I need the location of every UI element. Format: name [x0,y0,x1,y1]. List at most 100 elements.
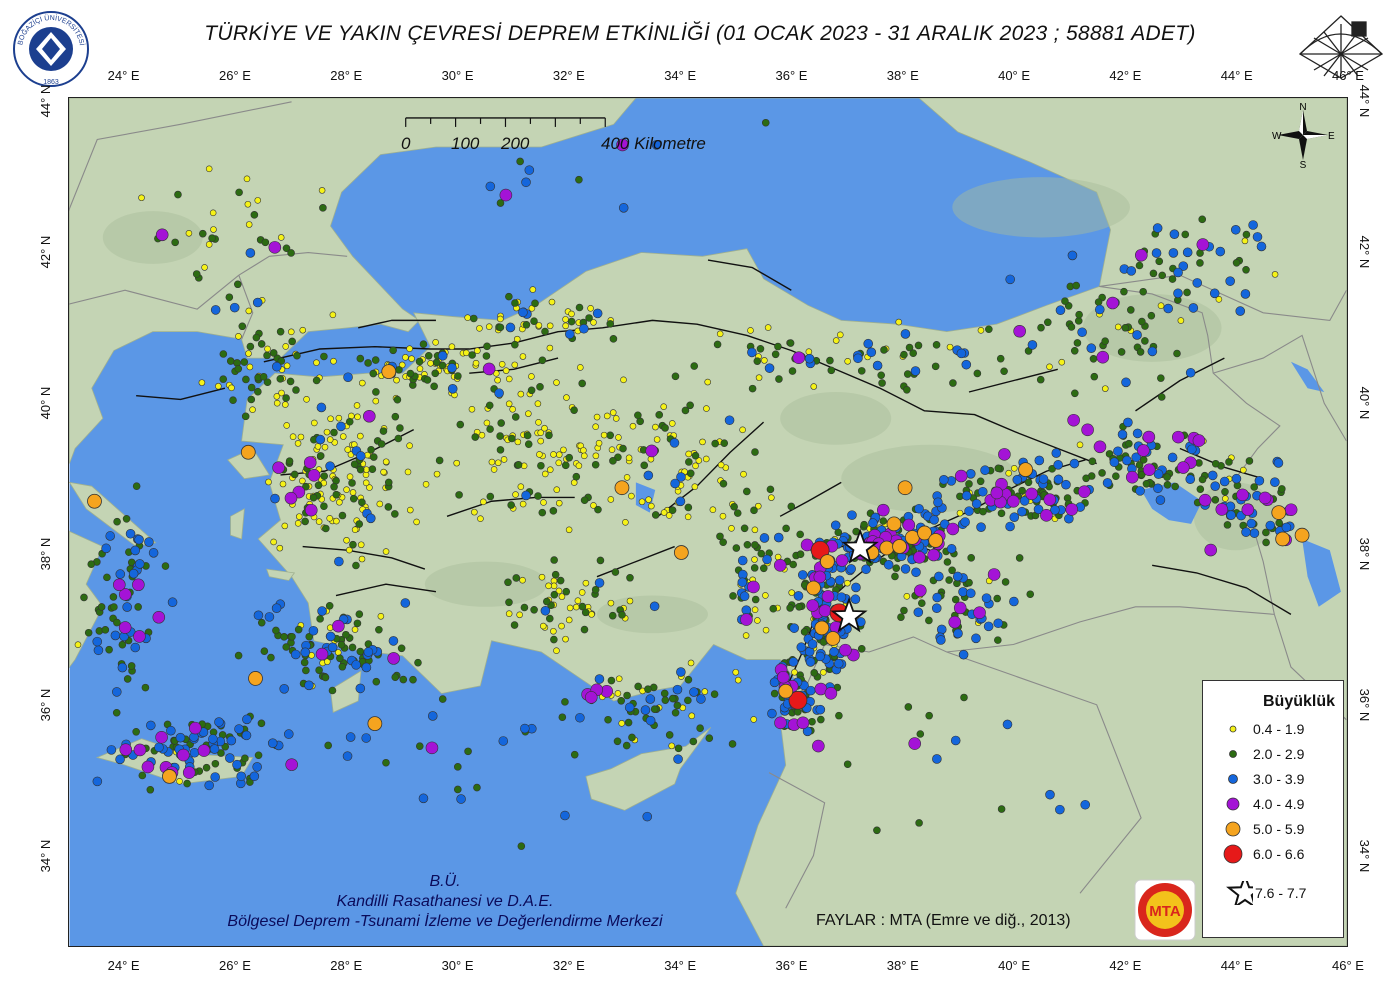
legend-item: 7.6 - 7.7 [1203,881,1343,905]
earthquake-point [592,308,603,319]
earthquake-point [269,349,278,357]
country-border [1099,274,1347,321]
earthquake-point [326,515,333,522]
earthquake-point [572,472,581,481]
earthquake-point [379,427,388,435]
earthquake-point [900,564,911,574]
earthquake-point [1069,458,1080,469]
earthquake-point [793,591,804,601]
legend-item: 4.0 - 4.9 [1203,792,1343,816]
earthquake-point [328,686,337,695]
earthquake-point [431,369,440,378]
lon-tick-label-bottom: 40° E [998,958,1031,973]
earthquake-point [133,743,147,757]
earthquake-point [519,500,527,508]
earthquake-point [356,465,365,474]
earthquake-point [766,485,775,494]
earthquake-point [536,451,543,458]
earthquake-point [563,394,570,401]
fault-line [1135,357,1225,412]
earthquake-point [1215,246,1226,257]
relief-shading [102,211,203,264]
earthquake-point [141,683,150,692]
earthquake-point [691,451,700,460]
earthquake-point [1273,458,1284,468]
earthquake-point [282,643,290,651]
earthquake-point [973,369,982,378]
earthquake-point [797,570,808,580]
earthquake-point [509,405,516,413]
lon-tick-label-bottom: 44° E [1220,958,1253,973]
earthquake-point [903,370,912,378]
earthquake-point [612,415,620,422]
earthquake-point [936,635,946,645]
earthquake-point [1281,522,1292,533]
earthquake-point [282,244,291,253]
earthquake-point [808,717,816,726]
earthquake-point [1192,434,1206,447]
earthquake-point [648,502,655,510]
earthquake-point [380,468,387,476]
earthquake-point [757,549,766,558]
earthquake-point [280,633,288,641]
earthquake-point [541,327,549,336]
earthquake-point [787,502,796,511]
earthquake-point [857,645,866,653]
earthquake-point [1215,296,1223,303]
earthquake-point [327,642,338,653]
earthquake-point [1044,318,1052,327]
earthquake-point [1070,347,1079,355]
earthquake-point [384,503,393,511]
earthquake-point [1061,479,1071,490]
earthquake-point [391,412,400,421]
earthquake-point [202,763,211,772]
earthquake-point [606,431,615,440]
large-earthquake [87,493,102,509]
earthquake-point [660,509,668,516]
lat-tick-label-right: 34° N [1357,839,1372,873]
urmia-lake [1302,538,1341,607]
earthquake-point [1169,229,1180,239]
earthquake-point [872,360,883,371]
earthquake-point [668,742,675,750]
earthquake-point [211,759,220,768]
earthquake-point [913,607,924,618]
earthquake-point [511,361,519,369]
earthquake-point [325,631,336,642]
earthquake-point [398,361,406,369]
earthquake-point [1198,215,1207,224]
earthquake-point [585,314,593,322]
earthquake-point [545,582,552,590]
earthquake-point [1168,248,1179,258]
earthquake-point [788,657,799,667]
earthquake-point [148,548,159,558]
earthquake-point [1098,469,1106,477]
earthquake-point [1005,274,1015,285]
earthquake-point [250,211,259,219]
earthquake-point [626,597,634,605]
earthquake-point [244,200,252,208]
earthquake-point [555,459,563,467]
earthquake-point [675,496,686,507]
earthquake-point [346,546,353,554]
kandilli-observatory-logo-icon [1294,8,1388,87]
earthquake-point [769,604,778,613]
large-earthquake [614,480,630,496]
legend-item: 3.0 - 3.9 [1203,767,1343,791]
earthquake-point [622,519,629,526]
earthquake-point [558,713,567,722]
earthquake-point [205,165,213,173]
earthquake-point [1051,448,1062,458]
earthquake-point [1007,495,1020,508]
earthquake-point [382,758,390,767]
earthquake-point [1067,250,1078,261]
lon-tick-label-top: 36° E [775,68,808,83]
compass-east: E [1328,131,1335,142]
earthquake-point [185,229,193,237]
earthquake-point [1038,474,1049,484]
earthquake-point [456,794,466,804]
earthquake-point [877,371,885,380]
earthquake-point [315,666,323,674]
earthquake-point [774,342,782,351]
earthquake-point [514,461,523,469]
